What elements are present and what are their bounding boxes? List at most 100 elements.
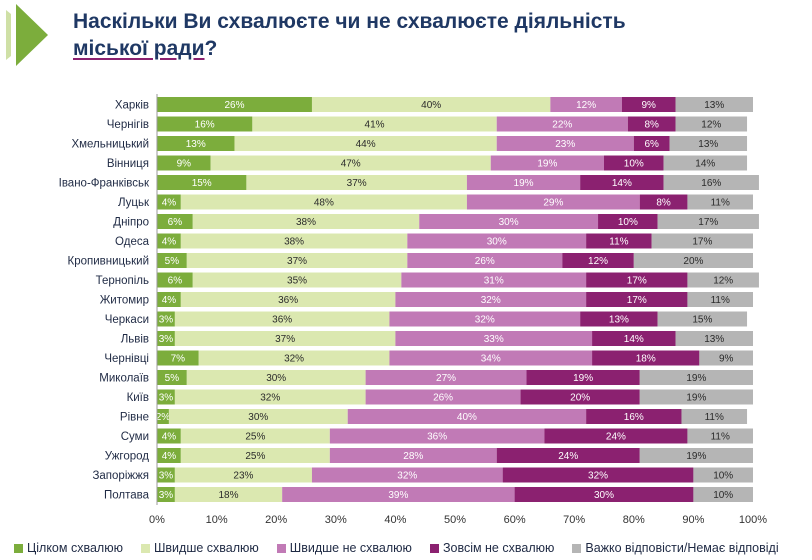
data-label: 38% [296, 217, 316, 228]
data-label: 2% [156, 412, 171, 423]
bar-segment [157, 214, 193, 229]
bar-segment [252, 116, 497, 132]
data-label: 30% [499, 217, 519, 228]
bar-segment [490, 155, 604, 171]
bar-segment [174, 311, 390, 327]
category-label: Черкаси [105, 314, 149, 326]
page-title: Наскільки Ви схвалюєте чи не схвалюєте д… [73, 8, 773, 62]
data-label: 33% [484, 334, 504, 345]
logo-triangle [16, 4, 48, 66]
data-label: 41% [365, 120, 385, 131]
bar-segment [657, 311, 748, 327]
bar-segment [282, 487, 515, 502]
legend-item: Швидше схвалюю [140, 541, 259, 555]
data-label: 3% [159, 471, 174, 482]
bar-segment [157, 233, 181, 249]
data-label: 32% [475, 315, 495, 326]
data-label: 6% [644, 139, 659, 150]
bar-segment [157, 175, 247, 190]
data-label: 37% [275, 334, 295, 345]
title-line-2: міської ради? [73, 35, 773, 62]
bar-segment [687, 272, 759, 288]
data-label: 17% [692, 237, 712, 248]
data-label: 28% [403, 451, 423, 462]
data-label: 3% [159, 334, 174, 345]
data-label: 38% [284, 237, 304, 248]
data-label: 37% [287, 256, 307, 267]
legend-swatch [140, 543, 150, 553]
legend-label: Зовсім не схвалюю [442, 541, 555, 555]
data-label: 16% [195, 120, 215, 131]
data-label: 14% [612, 178, 632, 189]
bar-segment [633, 253, 753, 268]
logo-stripe [6, 10, 11, 60]
category-label: Миколаїв [99, 373, 149, 385]
category-label: Чернівці [104, 353, 149, 365]
bar-segment [157, 350, 199, 366]
logo-arrow-icon [6, 4, 48, 66]
x-tick-label: 30% [325, 514, 347, 526]
data-label: 44% [356, 139, 376, 150]
bar-segment [329, 428, 545, 444]
data-label: 19% [686, 451, 706, 462]
bar-segment [180, 292, 396, 307]
category-label: Вінниця [107, 158, 149, 170]
bar-segment [592, 331, 676, 346]
data-label: 10% [713, 490, 733, 501]
category-label: Київ [127, 392, 149, 404]
x-tick-label: 40% [384, 514, 406, 526]
legend-item: Зовсім не схвалюю [429, 541, 555, 555]
bar-segment [198, 350, 390, 366]
data-label: 17% [627, 295, 647, 306]
bar-segment [502, 467, 694, 483]
category-label: Хмельницький [71, 139, 149, 151]
bar-segment [157, 136, 235, 151]
data-label: 15% [192, 178, 212, 189]
data-label: 15% [692, 315, 712, 326]
data-label: 4% [162, 237, 177, 248]
bar-segment [586, 272, 688, 288]
data-label: 32% [481, 295, 501, 306]
data-label: 7% [171, 354, 186, 365]
data-label: 14% [695, 159, 715, 170]
bar-segment [663, 155, 748, 171]
category-label: Львів [121, 334, 149, 346]
bar-segment [395, 292, 587, 307]
data-label: 16% [624, 412, 644, 423]
category-label: Одеса [115, 236, 150, 248]
bar-segment [246, 175, 467, 190]
data-label: 11% [609, 237, 628, 248]
data-label: 18% [219, 490, 239, 501]
data-label: 12% [701, 120, 721, 131]
bar-segment [514, 487, 694, 502]
bar-segment [157, 467, 175, 483]
data-label: 6% [168, 276, 183, 287]
bar-segment [157, 253, 187, 268]
bar-segment [157, 116, 253, 132]
category-label: Запоріжжя [92, 470, 149, 482]
bar-segment [186, 370, 366, 385]
data-label: 32% [397, 471, 417, 482]
title-underlined: міської ради [73, 37, 205, 60]
legend-swatch [276, 543, 286, 553]
bar-segment [639, 389, 753, 405]
bar-segment [157, 448, 181, 463]
legend-swatch [572, 543, 582, 553]
bar-segment [663, 175, 759, 190]
data-label: 18% [636, 354, 656, 365]
legend-label: Важко відповісти/Немає відповіді [585, 541, 779, 555]
bar-segment [466, 175, 581, 190]
data-label: 36% [427, 432, 447, 443]
bar-segment [675, 331, 753, 346]
data-label: 6% [168, 217, 183, 228]
legend-label: Швидше не схвалюю [289, 541, 412, 555]
data-label: 26% [475, 256, 495, 267]
bar-segment [562, 253, 634, 268]
bar-segment [639, 370, 753, 385]
bar-segment [157, 311, 175, 327]
data-label: 12% [576, 100, 596, 111]
bar-segment [389, 311, 581, 327]
bar-segment [687, 292, 753, 307]
data-label: 9% [719, 354, 734, 365]
data-label: 24% [606, 432, 626, 443]
